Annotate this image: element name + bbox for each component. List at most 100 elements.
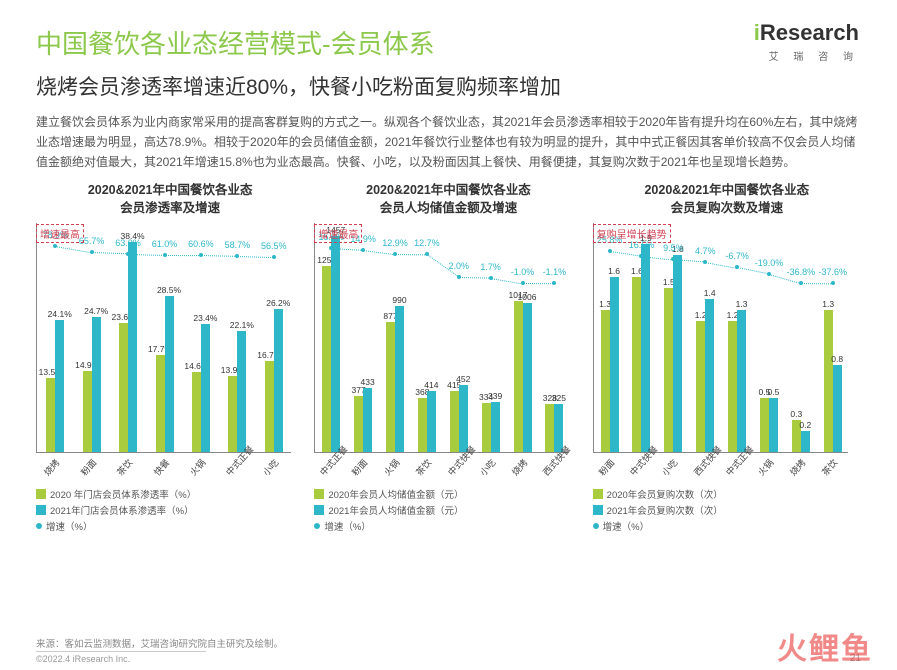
growth-dot: [425, 252, 429, 256]
growth-dot: [521, 281, 525, 285]
growth-label: -36.8%: [787, 267, 816, 277]
bar-label: 26.2%: [266, 298, 290, 308]
growth-dot: [552, 281, 556, 285]
growth-line: [705, 262, 737, 269]
chart-plot: 1.31.6粉面25.8%1.61.9中式快餐16.5%1.51.8小吃9.5%…: [593, 223, 848, 453]
category-label: 小吃: [259, 457, 281, 479]
category-label: 火锅: [187, 457, 209, 479]
bar-2021: 1.6: [610, 277, 619, 452]
bar-label: 325: [552, 393, 566, 403]
growth-dot: [272, 255, 276, 259]
growth-label: 56.5%: [261, 241, 287, 251]
growth-dot: [703, 260, 707, 264]
bar-2021: 1457: [331, 236, 340, 452]
growth-line: [363, 250, 395, 255]
bar-label: 24.7%: [84, 306, 108, 316]
chart-title: 2020&2021年中国餐饮各业态会员复购次数及增速: [593, 182, 861, 217]
chart-legend: 2020 年门店会员体系渗透率（%）2021年门店会员体系渗透率（%）增速（%）: [36, 487, 304, 533]
bar-2021: 0.2: [801, 431, 810, 453]
growth-line: [395, 254, 427, 256]
bar-2021: 24.1%: [55, 320, 64, 452]
bar-2021: 23.4%: [201, 324, 210, 452]
growth-line: [801, 283, 833, 285]
growth-line: [201, 255, 237, 257]
growth-label: 60.6%: [188, 239, 214, 249]
bar-2021: 1.8: [673, 255, 682, 452]
category-label: 烧烤: [786, 457, 808, 479]
bar-2020: 1.2: [728, 321, 737, 452]
growth-dot: [639, 254, 643, 258]
category-label: 小吃: [476, 457, 498, 479]
page-title: 中国餐饮各业态经营模式-会员体系: [36, 24, 861, 61]
growth-line: [164, 255, 200, 256]
bar-2020: 1.6: [632, 277, 641, 452]
chart-title: 2020&2021年中国餐饮各业态会员人均储值金额及增速: [314, 182, 582, 217]
bar-2020: 415: [450, 391, 459, 453]
legend-item: 增速（%）: [593, 519, 861, 533]
bar-label: 1.3: [736, 299, 748, 309]
growth-dot: [735, 265, 739, 269]
category-label: 茶饮: [114, 457, 136, 479]
growth-dot: [671, 257, 675, 261]
growth-label: 63.0%: [115, 238, 141, 248]
growth-label: -37.6%: [818, 267, 847, 277]
category-label: 烧烤: [41, 457, 63, 479]
category-label: 茶饮: [818, 457, 840, 479]
bar-2020: 1258: [322, 266, 331, 453]
growth-dot: [90, 250, 94, 254]
growth-dot: [235, 254, 239, 258]
chart-plot: 12581457中式正餐15.8%377433粉面14.9%877990火锅12…: [314, 223, 569, 453]
chart-penetration: 2020&2021年中国餐饮各业态会员渗透率及增速增速最高13.5%24.1%烧…: [36, 182, 304, 535]
bar-2021: 1.3: [737, 310, 746, 452]
bar-label: 433: [361, 377, 375, 387]
growth-label: 61.0%: [152, 239, 178, 249]
chart-legend: 2020年会员复购次数（次）2021年会员复购次数（次）增速（%）: [593, 487, 861, 533]
charts-row: 2020&2021年中国餐饮各业态会员渗透率及增速增速最高13.5%24.1%烧…: [36, 182, 861, 535]
growth-line: [491, 278, 523, 285]
slide-container: iResearch 艾 瑞 咨 询 中国餐饮各业态经营模式-会员体系 烧烤会员渗…: [0, 0, 897, 670]
growth-label: 9.5%: [663, 243, 684, 253]
chart-note: 增速最高: [36, 224, 84, 243]
bar-label: 452: [456, 374, 470, 384]
bar-2021: 990: [395, 306, 404, 453]
bar-label: 28.5%: [157, 285, 181, 295]
legend-item: 2020 年门店会员体系渗透率（%）: [36, 487, 304, 501]
bar-label: 1.4: [704, 288, 716, 298]
bar-label: 0.3: [790, 409, 802, 419]
bar-label: 24.1%: [48, 309, 72, 319]
bar-2020: 14.6%: [192, 372, 201, 452]
source-text: 来源：客如云监测数据，艾瑞咨询研究院自主研究及绘制。: [36, 636, 283, 650]
legend-item: 2020年会员人均储值金额（元）: [314, 487, 582, 501]
growth-dot: [799, 281, 803, 285]
bar-2021: 1006: [523, 303, 532, 452]
bar-2021: 452: [459, 385, 468, 452]
category-label: 烧烤: [508, 457, 530, 479]
growth-label: 2.0%: [449, 261, 470, 271]
bar-2020: 877: [386, 322, 395, 452]
chart-note: 复购呈增长趋势: [593, 224, 671, 243]
bar-2020: 334: [482, 403, 491, 453]
bar-label: 0.5: [768, 387, 780, 397]
bar-label: 1006: [518, 292, 537, 302]
category-label: 粉面: [77, 457, 99, 479]
legend-item: 2021年会员人均储值金额（元）: [314, 503, 582, 517]
chart-stored-value: 2020&2021年中国餐饮各业态会员人均储值金额及增速增速最高12581457…: [314, 182, 582, 535]
category-label: 火锅: [381, 457, 403, 479]
chart-legend: 2020年会员人均储值金额（元）2021年会员人均储值金额（元）增速（%）: [314, 487, 582, 533]
bar-label: 1.6: [608, 266, 620, 276]
growth-dot: [767, 272, 771, 276]
bar-label: 0.2: [799, 420, 811, 430]
brand-sub: 艾 瑞 咨 询: [754, 48, 859, 63]
growth-label: -19.0%: [755, 258, 784, 268]
bar-2020: 328: [545, 404, 554, 453]
growth-label: -6.7%: [725, 251, 749, 261]
bar-label: 339: [488, 391, 502, 401]
brand-logo: iResearch: [754, 20, 859, 46]
bar-2021: 28.5%: [165, 296, 174, 452]
bar-2020: 377: [354, 396, 363, 452]
bar-2021: 38.4%: [128, 242, 137, 452]
legend-item: 增速（%）: [36, 519, 304, 533]
copyright-text: ©2022.4 iResearch Inc.: [36, 651, 206, 664]
bar-2021: 1.9: [641, 244, 650, 452]
bar-2020: 0.5: [760, 398, 769, 453]
